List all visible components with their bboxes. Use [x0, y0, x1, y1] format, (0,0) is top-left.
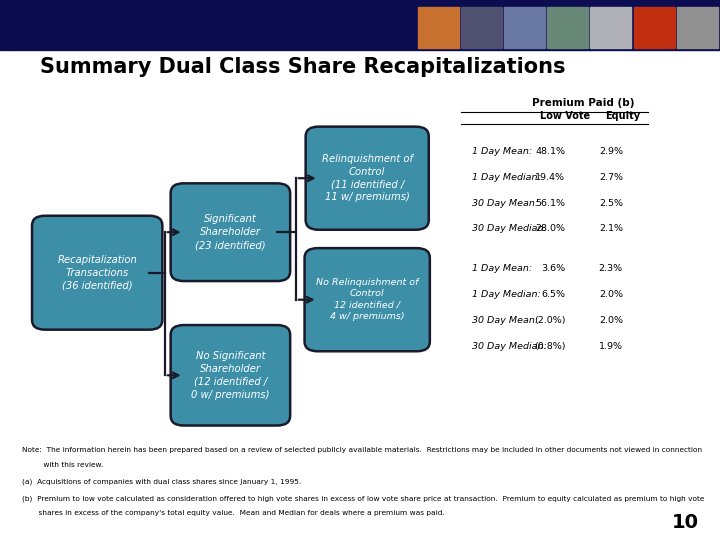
- Text: No Relinquishment of
Control
12 identified /
4 w/ premiums): No Relinquishment of Control 12 identifi…: [316, 278, 418, 321]
- Text: 48.1%: 48.1%: [535, 147, 565, 156]
- Bar: [418, 7, 459, 48]
- Text: 2.3%: 2.3%: [598, 265, 623, 273]
- Text: Summary Dual Class Share Recapitalizations: Summary Dual Class Share Recapitalizatio…: [40, 57, 565, 77]
- Text: 28.0%: 28.0%: [535, 225, 565, 233]
- Text: 2.9%: 2.9%: [599, 147, 623, 156]
- Bar: [677, 7, 718, 48]
- Text: 3.6%: 3.6%: [541, 265, 565, 273]
- Text: 30 Day Mean:: 30 Day Mean:: [472, 316, 538, 325]
- Text: 2.0%: 2.0%: [599, 316, 623, 325]
- Bar: [547, 7, 588, 48]
- FancyBboxPatch shape: [171, 184, 290, 281]
- Text: (0.8%): (0.8%): [534, 342, 565, 351]
- FancyBboxPatch shape: [305, 126, 429, 230]
- Text: Relinquishment of
Control
(11 identified /
11 w/ premiums): Relinquishment of Control (11 identified…: [322, 154, 413, 202]
- Text: 1 Day Median:: 1 Day Median:: [472, 173, 540, 181]
- Text: 2.1%: 2.1%: [599, 225, 623, 233]
- Bar: [590, 7, 631, 48]
- Bar: [504, 7, 545, 48]
- Text: 30 Day Mean:: 30 Day Mean:: [472, 199, 538, 207]
- Text: 56.1%: 56.1%: [535, 199, 565, 207]
- Text: 2.5%: 2.5%: [599, 199, 623, 207]
- Text: 1 Day Median:: 1 Day Median:: [472, 291, 540, 299]
- Text: Recapitalization
Transactions
(36 identified): Recapitalization Transactions (36 identi…: [58, 255, 137, 291]
- FancyBboxPatch shape: [171, 325, 290, 426]
- Text: 1.9%: 1.9%: [599, 342, 623, 351]
- Text: Low Vote: Low Vote: [540, 111, 590, 121]
- Text: 6.5%: 6.5%: [541, 291, 565, 299]
- Text: 2.7%: 2.7%: [599, 173, 623, 181]
- Text: shares in excess of the company's total equity value.  Mean and Median for deals: shares in excess of the company's total …: [22, 510, 444, 516]
- Text: Equity: Equity: [606, 111, 640, 121]
- Text: 2.0%: 2.0%: [599, 291, 623, 299]
- Text: Premium Paid (b): Premium Paid (b): [532, 98, 634, 107]
- Text: (b)  Premium to low vote calculated as consideration offered to high vote shares: (b) Premium to low vote calculated as co…: [22, 495, 704, 502]
- Text: 30 Day Median:: 30 Day Median:: [472, 225, 546, 233]
- Text: 10: 10: [671, 513, 698, 532]
- Bar: [634, 7, 675, 48]
- Text: (2.0%): (2.0%): [534, 316, 565, 325]
- Text: 19.4%: 19.4%: [535, 173, 565, 181]
- Text: Significant
Shareholder
(23 identified): Significant Shareholder (23 identified): [195, 214, 266, 250]
- FancyBboxPatch shape: [32, 215, 163, 329]
- Text: with this review.: with this review.: [22, 462, 103, 468]
- Text: (a)  Acquisitions of companies with dual class shares since January 1, 1995.: (a) Acquisitions of companies with dual …: [22, 479, 301, 485]
- Text: 30 Day Median:: 30 Day Median:: [472, 342, 546, 351]
- Text: No Significant
Shareholder
(12 identified /
0 w/ premiums): No Significant Shareholder (12 identifie…: [191, 351, 270, 400]
- Bar: [461, 7, 502, 48]
- Text: 1 Day Mean:: 1 Day Mean:: [472, 265, 532, 273]
- Text: 1 Day Mean:: 1 Day Mean:: [472, 147, 532, 156]
- Text: Note:  The information herein has been prepared based on a review of selected pu: Note: The information herein has been pr…: [22, 447, 702, 453]
- Bar: [0, 0, 720, 50]
- FancyBboxPatch shape: [305, 248, 430, 352]
